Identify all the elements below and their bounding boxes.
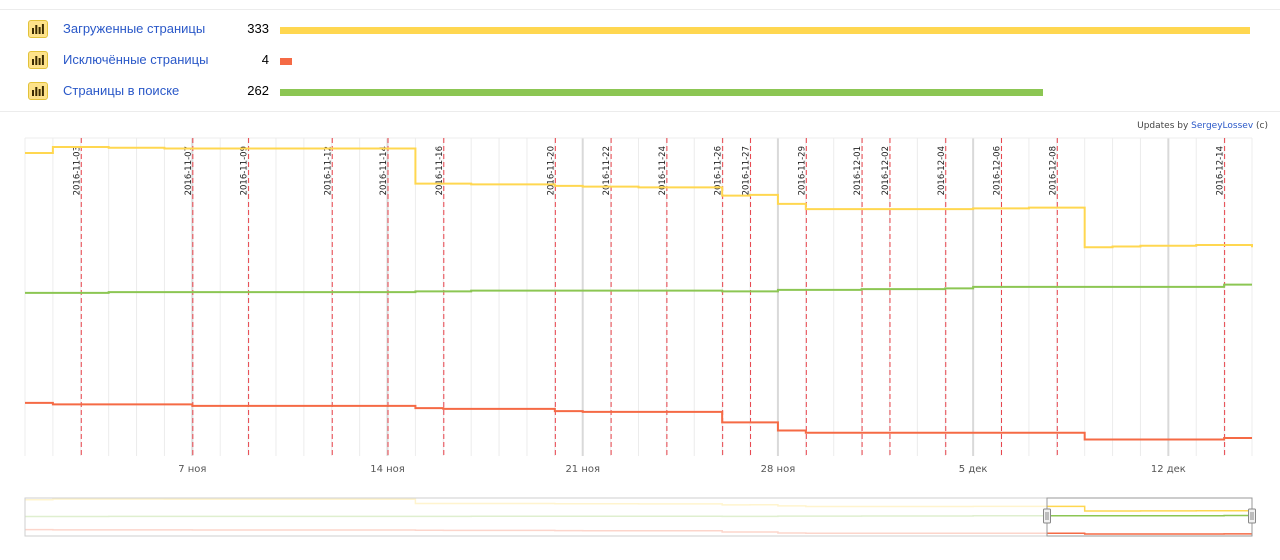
range-navigator[interactable] xyxy=(0,490,1280,550)
summary-label-loaded[interactable]: Загруженные страницы xyxy=(63,21,206,36)
update-marker-label: 2016-11-27 xyxy=(742,146,752,195)
update-marker-label: 2016-12-06 xyxy=(993,146,1003,195)
update-marker-label: 2016-11-20 xyxy=(546,146,556,195)
update-marker-label: 2016-12-08 xyxy=(1048,146,1058,195)
series-line xyxy=(25,145,1253,249)
update-marker-label: 2016-11-09 xyxy=(240,146,250,195)
series-line xyxy=(25,283,1252,294)
credit-prefix: Updates by xyxy=(1137,121,1192,131)
navigator-handle[interactable] xyxy=(1043,508,1051,524)
update-marker-label: 2016-11-22 xyxy=(602,146,612,195)
chart-series xyxy=(25,145,1253,441)
update-marker-label: 2016-11-26 xyxy=(714,146,724,195)
update-marker-label: 2016-11-29 xyxy=(797,146,807,195)
update-markers: 2016-11-03 2016-11-07 2016-11-09 2016-11-12… xyxy=(72,138,1226,456)
x-tick-label: 28 ноя xyxy=(761,464,796,475)
update-marker-label: 2016-11-07 xyxy=(184,146,194,195)
section-divider xyxy=(0,111,1280,112)
x-tick-label: 5 дек xyxy=(959,464,988,475)
update-marker-label: 2016-12-14 xyxy=(1216,146,1226,195)
update-marker-label: 2016-12-01 xyxy=(853,146,863,195)
x-tick-label: 7 ноя xyxy=(178,464,206,475)
summary-label-in-search[interactable]: Страницы в поиске xyxy=(63,83,180,98)
summary-value-excluded: 4 xyxy=(261,52,269,67)
update-marker-label: 2016-11-16 xyxy=(435,146,445,195)
update-marker-label: 2016-12-04 xyxy=(937,146,947,195)
update-marker-label: 2016-11-14 xyxy=(379,146,389,195)
summary-value-in-search: 262 xyxy=(247,83,269,98)
credit-suffix: (c) xyxy=(1253,121,1268,131)
navigator-mask xyxy=(25,498,1047,536)
x-tick-label: 21 ноя xyxy=(565,464,600,475)
x-axis: 7 ноя 14 ноя 21 ноя 28 ноя 5 дек 12 дек xyxy=(178,464,1186,475)
credit-author-link[interactable]: SergeyLossev xyxy=(1191,121,1254,131)
series-line xyxy=(25,401,1252,441)
summary-bar-excluded xyxy=(280,58,292,65)
credit-line: Updates by SergeyLossev (c) xyxy=(1137,121,1268,131)
navigator-window[interactable] xyxy=(1046,497,1253,537)
summary-row-loaded: Загруженные страницы 333 xyxy=(0,18,1280,42)
summary-bar-loaded xyxy=(280,27,1250,34)
summary-row-excluded: Исключённые страницы 4 xyxy=(0,49,1280,73)
update-marker-label: 2016-11-24 xyxy=(658,146,668,195)
navigator-selection[interactable] xyxy=(24,497,1256,537)
x-tick-label: 12 дек xyxy=(1151,464,1186,475)
chart-grid xyxy=(24,137,1253,456)
summary-bar-in-search xyxy=(280,89,1043,96)
update-marker-label: 2016-11-03 xyxy=(72,146,82,195)
top-divider xyxy=(0,9,1280,10)
x-tick-label: 14 ноя xyxy=(370,464,405,475)
bar-chart-icon[interactable] xyxy=(28,20,48,38)
bar-chart-icon[interactable] xyxy=(28,82,48,100)
update-marker-label: 2016-12-02 xyxy=(881,146,891,195)
summary-row-in-search: Страницы в поиске 262 xyxy=(0,80,1280,104)
bar-chart-icon[interactable] xyxy=(28,51,48,69)
navigator-handle[interactable] xyxy=(1248,508,1256,524)
summary-label-excluded[interactable]: Исключённые страницы xyxy=(63,52,209,67)
summary-value-loaded: 333 xyxy=(247,21,269,36)
update-marker-label: 2016-11-12 xyxy=(323,146,333,195)
